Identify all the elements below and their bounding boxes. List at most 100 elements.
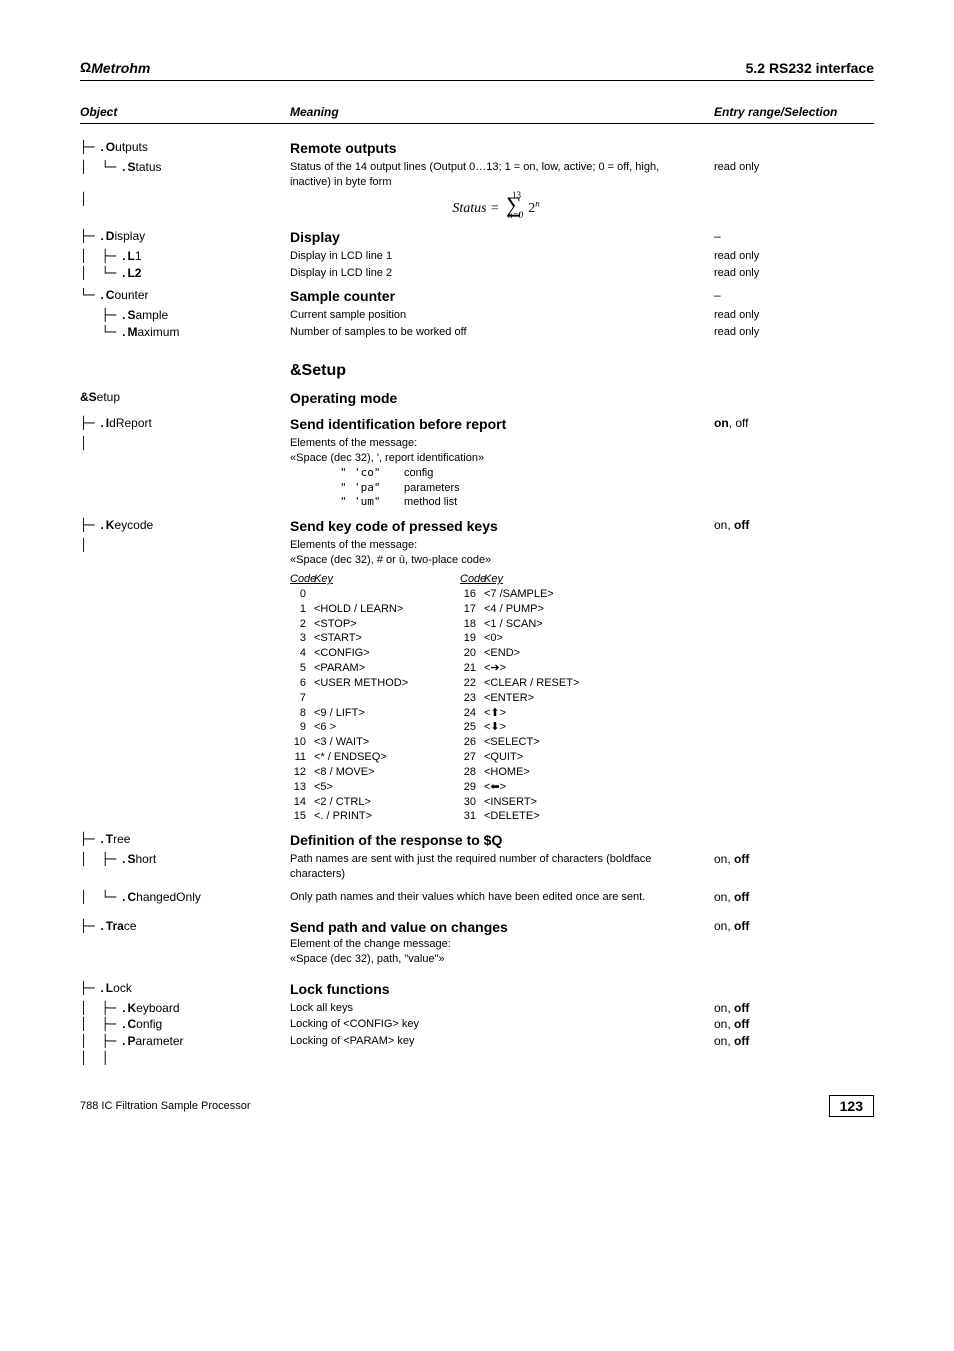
tree-icon: │ ├─ <box>80 1034 116 1048</box>
keycode-row: 12<8 / MOVE> <box>290 765 460 780</box>
brand-name: Metrohm <box>91 60 150 76</box>
row-display-l2: │ └─. L2 Display in LCD line 2 read only <box>80 266 874 281</box>
counter-first: C <box>106 288 115 302</box>
trace-range-bold: off <box>734 919 749 933</box>
keycode-row: 9<6 > <box>290 720 460 735</box>
keycode-row: 24<⬆> <box>460 706 630 721</box>
l2-first: L2 <box>127 266 141 280</box>
row-lock-config: │ ├─. Config Locking of <CONFIG> key on,… <box>80 1017 874 1032</box>
display-first: D <box>106 229 115 243</box>
tree-icon: │ └─ <box>80 266 116 280</box>
lock-rest: ock <box>113 981 132 995</box>
row-outputs-status: │ └─. Status Status of the 14 output lin… <box>80 160 874 190</box>
keycode-row: 10<3 / WAIT> <box>290 735 460 750</box>
idreport-code-row: "'co"config <box>340 466 702 481</box>
sigma-top: 13 <box>512 188 521 202</box>
sigma-icon: ∑ 13 n=0 <box>506 198 522 212</box>
row-lock: ├─. Lock Lock functions <box>80 981 874 999</box>
page-footer: 788 IC Filtration Sample Processor 123 <box>80 1095 874 1117</box>
status-first: S <box>127 160 135 174</box>
keycode-row: 21<➔> <box>460 661 630 676</box>
tree-icon: │ ├─ <box>80 1017 116 1031</box>
trace-desc2: «Space (dec 32), path, "value"» <box>290 952 702 967</box>
tree-icon: │ ├─ <box>80 852 116 866</box>
tree-icon: ├─ <box>80 140 94 154</box>
idreport-desc1: Elements of the message: <box>290 436 702 451</box>
changed-first: C <box>127 890 136 904</box>
column-headers: Object Meaning Entry range/Selection <box>80 105 874 124</box>
keycode-first: K <box>106 518 115 532</box>
formula-exp: n <box>535 198 540 208</box>
keycode-row: 23<ENTER> <box>460 691 630 706</box>
brand: ΩMetrohm <box>80 60 150 76</box>
lpar-range-pre: on, <box>714 1034 734 1048</box>
changed-range-pre: on, <box>714 890 734 904</box>
status-formula: Status = ∑ 13 n=0 2n <box>290 198 702 217</box>
section-title: 5.2 RS232 interface <box>746 60 874 76</box>
tree-icon: └─ <box>80 325 116 339</box>
row-counter: └─. Counter Sample counter – <box>80 288 874 306</box>
changed-range-bold: off <box>734 890 749 904</box>
tree-icon: │ │ <box>80 1051 109 1065</box>
idreport-heading: Send identification before report <box>290 416 702 432</box>
keycol-head: Key <box>314 572 460 587</box>
lkb-range-pre: on, <box>714 1001 734 1015</box>
trace-first: Tra <box>106 919 124 933</box>
footer-page: 123 <box>829 1095 874 1117</box>
idreport-code-row: "'um"method list <box>340 495 702 510</box>
tree-rest: ree <box>113 832 130 846</box>
keycode-row: 5<PARAM> <box>290 661 460 676</box>
row-counter-sample: ├─. Sample Current sample position read … <box>80 308 874 323</box>
outputs-heading: Remote outputs <box>290 140 702 156</box>
short-first: S <box>127 852 135 866</box>
tree-icon: └─ <box>80 288 94 302</box>
keycode-row: 6<USER METHOD> <box>290 676 460 691</box>
tree-icon: ├─ <box>80 308 116 322</box>
keycode-row: 22<CLEAR / RESET> <box>460 676 630 691</box>
keycode-row: 15<. / PRINT> <box>290 809 460 824</box>
short-range-bold: off <box>734 852 749 866</box>
keycode-row: 25<⬇> <box>460 720 630 735</box>
tree-icon: ├─ <box>80 832 94 846</box>
keycode-row: 2<STOP> <box>290 617 460 632</box>
lpar-first: P <box>127 1034 135 1048</box>
idreport-code-row: "'pa"parameters <box>340 481 702 496</box>
keycode-row: 20<END> <box>460 646 630 661</box>
tree-heading: Definition of the response to $Q <box>290 832 702 848</box>
counter-range: – <box>714 288 874 306</box>
row-keycode: ├─. Keycode Send key code of pressed key… <box>80 518 874 536</box>
sample-first: S <box>127 308 135 322</box>
lcfg-rest: onfig <box>136 1017 162 1031</box>
sample-rest: ample <box>135 308 168 322</box>
row-lock-keyboard: │ ├─. Keyboard Lock all keys on, off <box>80 1001 874 1016</box>
setup-heading: Operating mode <box>290 390 702 406</box>
idreport-desc2: «Space (dec 32), ', report identificatio… <box>290 451 702 466</box>
display-range: – <box>714 229 874 247</box>
lpar-rest: arameter <box>135 1034 183 1048</box>
keycode-row: 11<* / ENDSEQ> <box>290 750 460 765</box>
lock-first: L <box>106 981 113 995</box>
lkb-range-bold: off <box>734 1001 749 1015</box>
short-rest: hort <box>135 852 156 866</box>
keycode-row: 27<QUIT> <box>460 750 630 765</box>
keycode-row: 30<INSERT> <box>460 795 630 810</box>
row-tree-short: │ ├─. Short Path names are sent with jus… <box>80 852 874 882</box>
outputs-first: O <box>106 140 115 154</box>
lcfg-desc: Locking of <CONFIG> key <box>290 1017 714 1032</box>
keycode-table: CodeKey 01<HOLD / LEARN>2<STOP>3<START>4… <box>290 572 702 824</box>
lpar-desc: Locking of <PARAM> key <box>290 1034 714 1049</box>
tree-icon: │ <box>80 436 87 450</box>
lkb-desc: Lock all keys <box>290 1001 714 1016</box>
tree-first: T <box>106 832 113 846</box>
row-display-l1: │ ├─. L1 Display in LCD line 1 read only <box>80 249 874 264</box>
setup-root-first: &S <box>80 390 97 404</box>
lkb-first: K <box>127 1001 136 1015</box>
col-meaning: Meaning <box>290 105 714 119</box>
trace-range-pre: on, <box>714 919 734 933</box>
row-idreport-desc: │ Elements of the message: «Space (dec 3… <box>80 436 874 510</box>
lkb-rest: eyboard <box>136 1001 179 1015</box>
keycode-row: 28<HOME> <box>460 765 630 780</box>
l1-range: read only <box>714 249 874 264</box>
status-range: read only <box>714 160 874 190</box>
short-range-pre: on, <box>714 852 734 866</box>
